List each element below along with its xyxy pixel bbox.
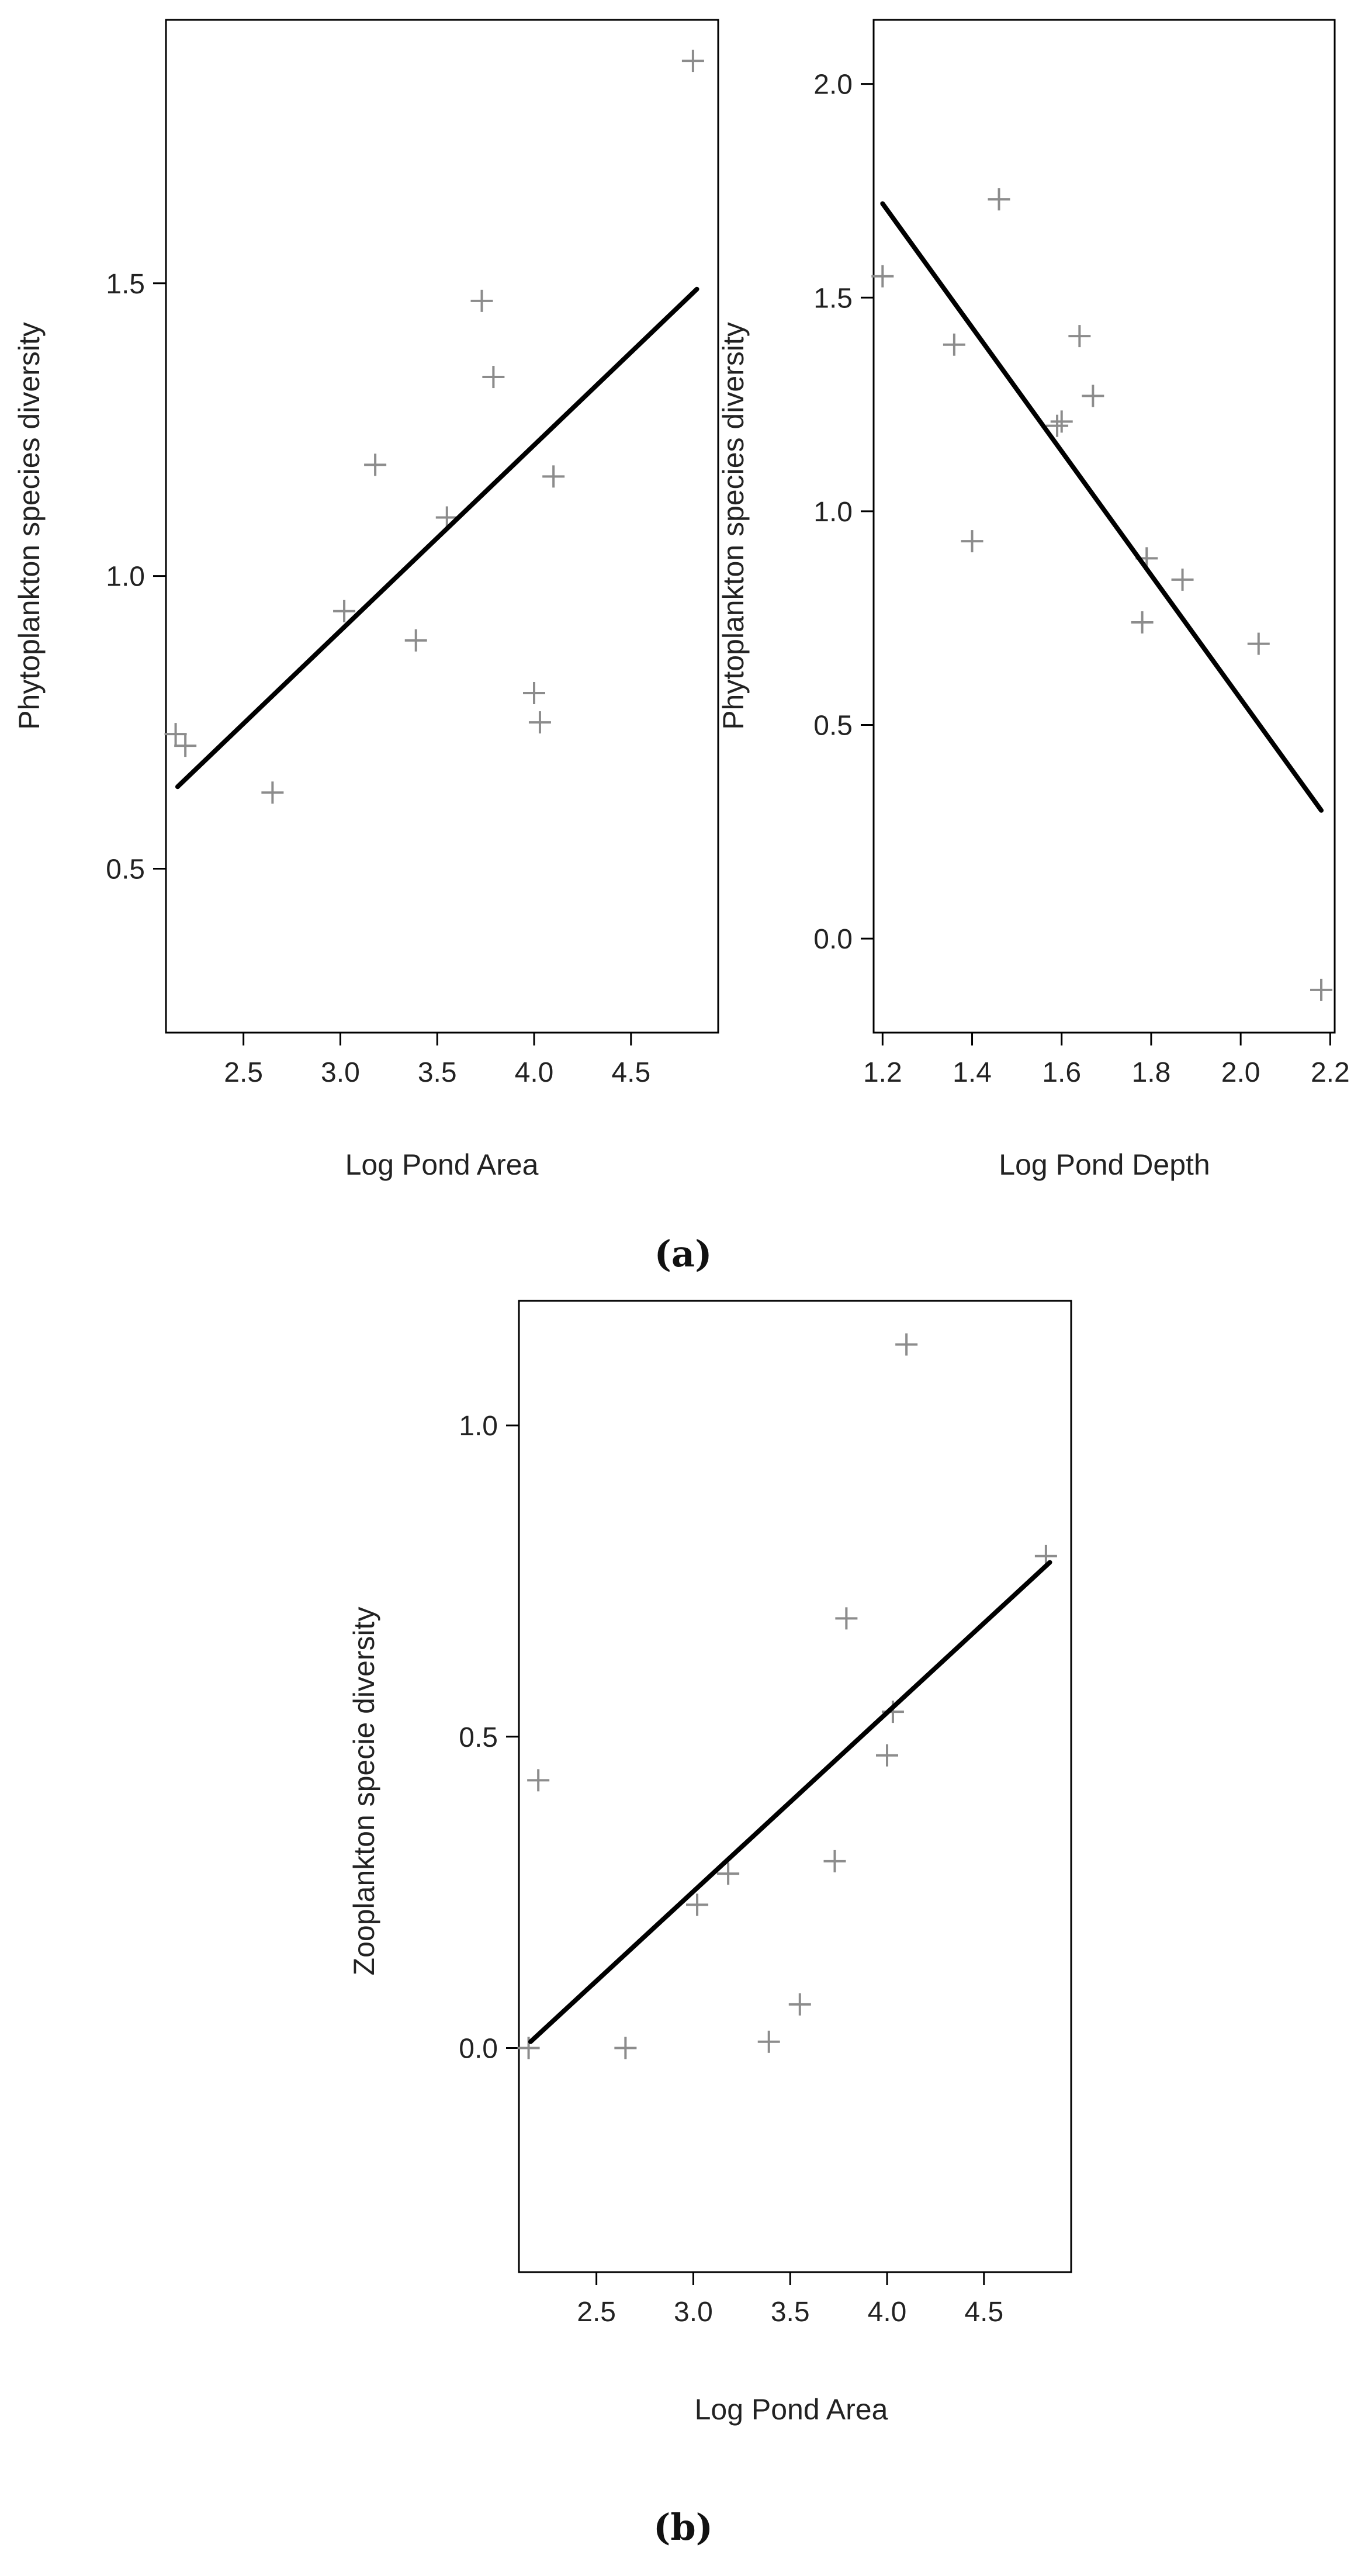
x-tick-label: 4.0: [868, 2297, 907, 2328]
y-tick-label: 0.0: [459, 2033, 498, 2064]
x-tick-label: 2.2: [1311, 1057, 1350, 1088]
data-point: [871, 265, 894, 288]
data-point: [876, 1744, 898, 1767]
plot-frame: [518, 1300, 1072, 2273]
data-point: [823, 1850, 846, 1872]
data-point: [1310, 978, 1333, 1001]
data-point: [614, 2037, 637, 2059]
y-tick-label: 1.0: [813, 497, 853, 528]
data-point: [717, 1862, 740, 1885]
x-tick-label: 1.8: [1132, 1057, 1171, 1088]
x-tick-label: 1.6: [1042, 1057, 1081, 1088]
data-point: [943, 333, 965, 356]
data-point: [1068, 325, 1091, 348]
data-point: [895, 1333, 918, 1356]
data-point: [482, 366, 505, 389]
x-axis-title: Log Pond Area: [695, 2393, 888, 2426]
data-point: [164, 723, 187, 746]
x-tick-label: 3.5: [418, 1057, 457, 1088]
caption-b: (b): [653, 2506, 713, 2549]
y-axis-title: Zooplankton specie diversity: [348, 1607, 380, 1976]
tick-layer: 1.2 1.4 1.6 1.8 2.0 2.2 0.0 0.5 1.0 1.5 2.0: [813, 70, 1349, 1088]
y-tick-label: 1.0: [106, 562, 145, 593]
data-point: [686, 1893, 709, 1916]
data-point: [788, 1993, 811, 2016]
fit-line: [528, 1560, 1052, 2044]
x-tick-label: 3.5: [771, 2297, 810, 2328]
y-tick-label: 2.0: [813, 70, 853, 101]
data-point: [1247, 632, 1270, 655]
x-tick-label: 4.0: [515, 1057, 554, 1088]
data-point: [757, 2030, 780, 2053]
x-tick-label: 3.0: [321, 1057, 360, 1088]
y-tick-label: 0.0: [813, 924, 853, 955]
x-tick-label: 2.5: [577, 2297, 616, 2328]
data-point: [528, 711, 551, 734]
data-point: [1082, 385, 1104, 407]
chart-phyto-vs-depth: 1.2 1.4 1.6 1.8 2.0 2.2 0.0 0.5 1.0 1.5 2.0 Log Po…: [717, 19, 1350, 1181]
plot-frame: [165, 19, 719, 1034]
x-tick-label: 2.5: [224, 1057, 263, 1088]
data-point: [523, 681, 545, 704]
tick-layer: 2.5 3.0 3.5 4.0 4.5 0.0 0.5 1.0: [459, 1411, 1003, 2328]
data-point: [835, 1607, 858, 1630]
data-point: [261, 781, 284, 804]
data-point: [961, 530, 983, 553]
x-axis-title: Log Pond Depth: [999, 1148, 1210, 1181]
x-tick-label: 3.0: [674, 2297, 713, 2328]
y-tick-label: 1.5: [813, 283, 853, 314]
x-tick-label: 4.5: [964, 2297, 1003, 2328]
data-point: [1050, 410, 1073, 433]
data-point: [435, 506, 458, 529]
data-point: [681, 50, 704, 72]
y-axis-title: Phytoplankton species diversity: [717, 322, 750, 730]
x-tick-label: 1.4: [953, 1057, 992, 1088]
mark-layer: [517, 1333, 1057, 2059]
data-point: [333, 600, 356, 622]
data-point: [1131, 611, 1154, 634]
y-tick-label: 1.5: [106, 269, 145, 300]
tick-layer: 2.5 3.0 3.5 4.0 4.5 0.5 1.0 1.5: [106, 269, 650, 1088]
chart-phyto-vs-area: 2.5 3.0 3.5 4.0 4.5 0.5 1.0 1.5 Log Pond Area P…: [13, 19, 719, 1181]
data-point: [542, 465, 565, 488]
data-point: [1171, 568, 1194, 591]
plot-frame: [872, 19, 1336, 1034]
chart-zoo-vs-area: 2.5 3.0 3.5 4.0 4.5 0.0 0.5 1.0 Log Pond Area Z…: [348, 1300, 1072, 2426]
data-point: [470, 289, 493, 312]
data-point: [527, 1769, 550, 1792]
y-tick-label: 1.0: [459, 1411, 498, 1442]
y-tick-label: 0.5: [459, 1722, 498, 1753]
x-tick-label: 1.2: [863, 1057, 902, 1088]
data-point: [174, 735, 197, 757]
y-tick-label: 0.5: [813, 711, 853, 742]
y-tick-label: 0.5: [106, 854, 145, 885]
data-point: [364, 453, 387, 476]
caption-a: (a): [654, 1232, 712, 1275]
data-point: [988, 188, 1010, 211]
y-axis-title: Phytoplankton species diversity: [13, 322, 46, 730]
data-point: [1046, 414, 1069, 437]
mark-layer: [871, 188, 1333, 1001]
x-axis-title: Log Pond Area: [345, 1148, 539, 1181]
fit-line: [880, 201, 1324, 813]
fit-line: [175, 286, 699, 790]
x-tick-label: 4.5: [611, 1057, 650, 1088]
x-tick-label: 2.0: [1221, 1057, 1260, 1088]
data-point: [404, 629, 427, 652]
mark-layer: [164, 50, 704, 804]
